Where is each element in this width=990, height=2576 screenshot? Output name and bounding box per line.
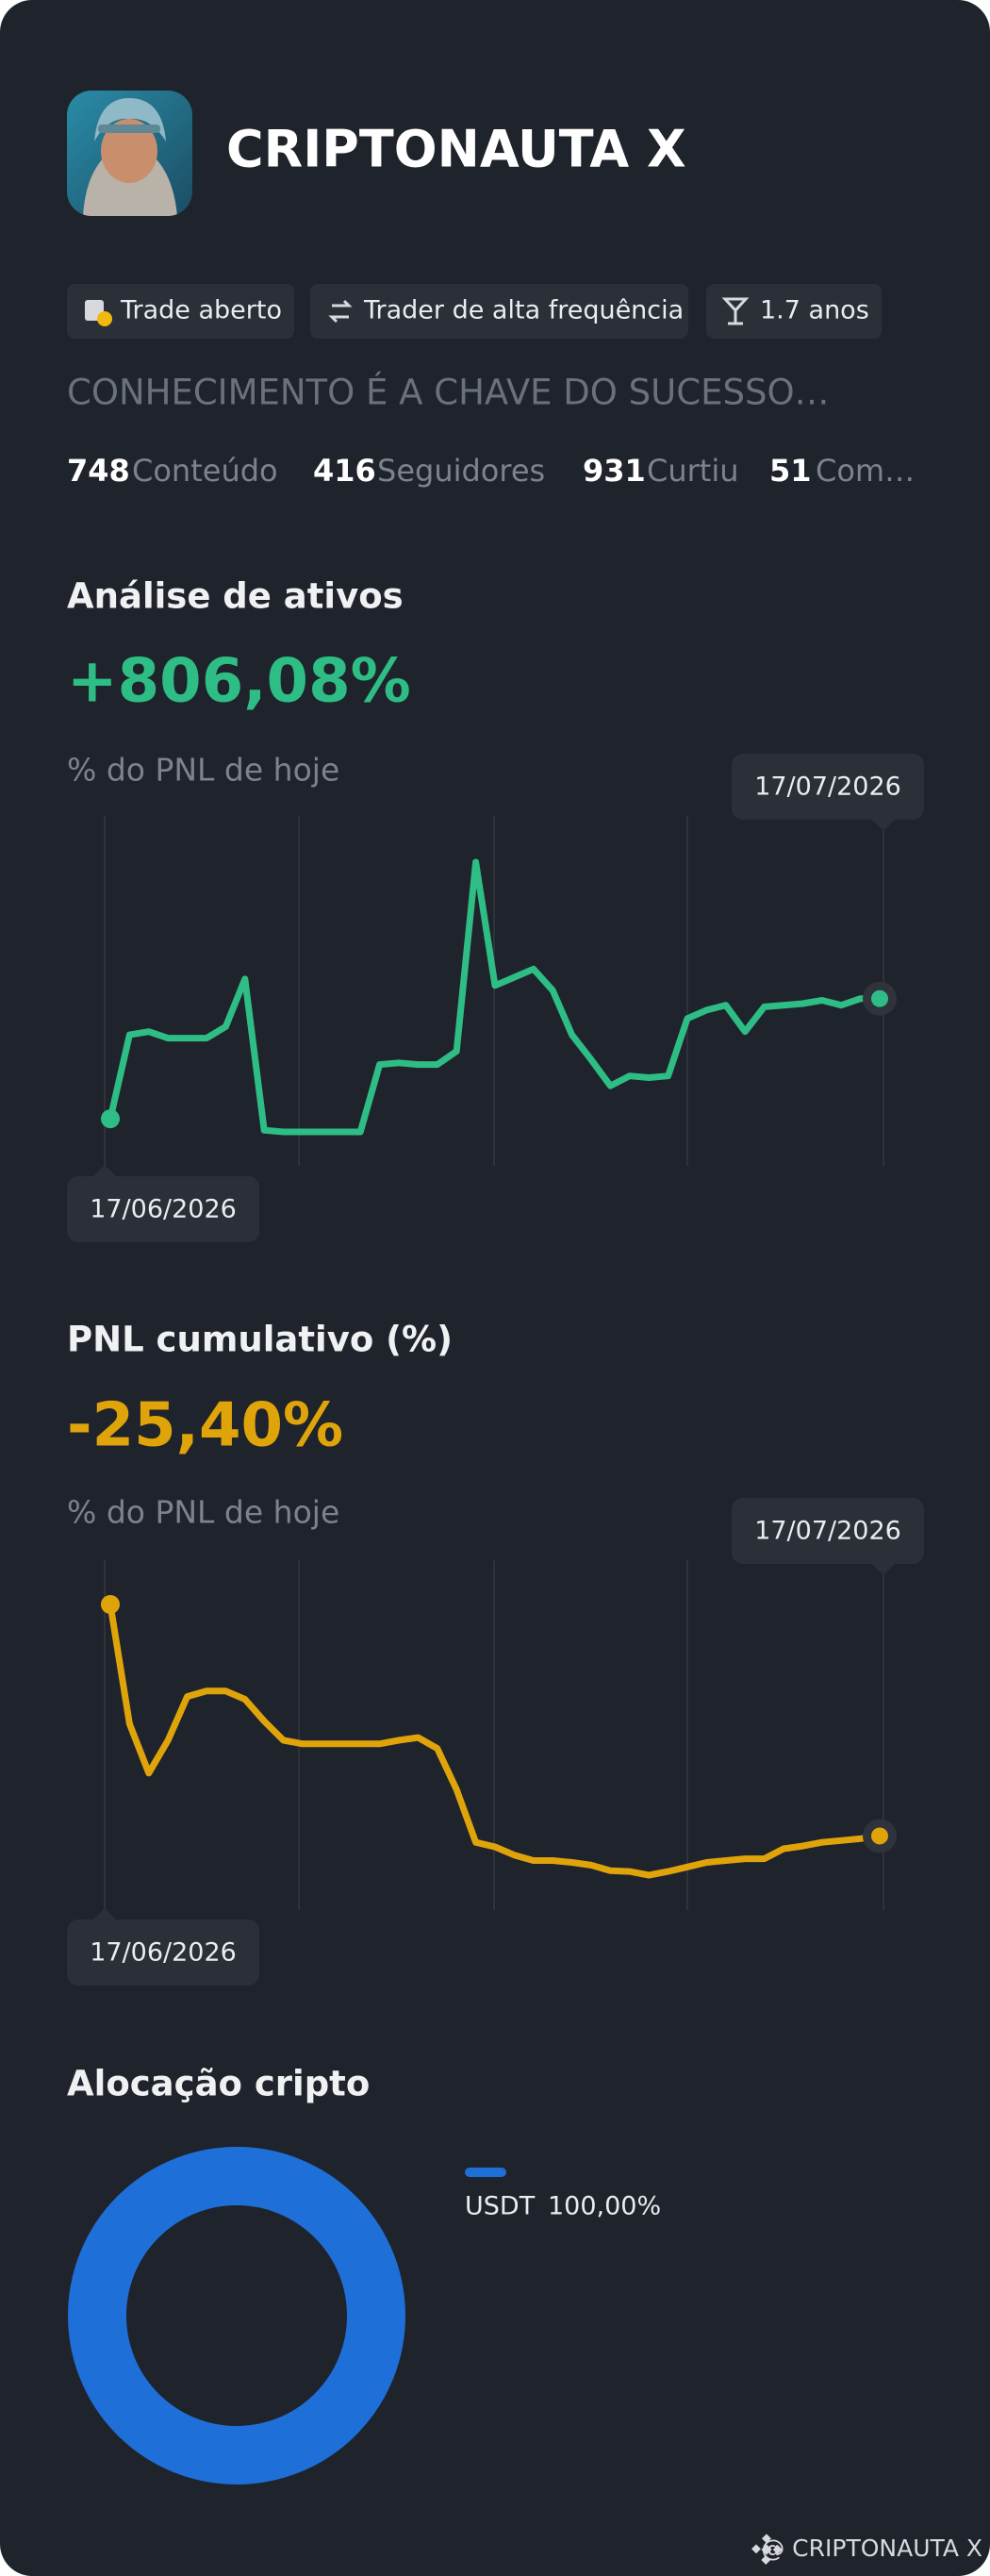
headline-value: +806,08% — [67, 647, 411, 717]
footer: @ CRIPTONAUTA X — [751, 2534, 982, 2565]
section-title: Alocação cripto — [67, 2064, 370, 2104]
footer-text: @ CRIPTONAUTA X — [761, 2534, 982, 2562]
start-point — [101, 1595, 120, 1614]
subtitle: % do PNL de hoje — [67, 1494, 339, 1531]
legend-swatch — [465, 2168, 506, 2177]
end-point — [871, 1827, 888, 1845]
stat-value: 51 — [769, 453, 812, 489]
date-label: 17/06/2026 — [90, 1195, 237, 1224]
avatar — [67, 91, 192, 216]
headline-value: -25,40% — [67, 1391, 343, 1461]
stat-value: 931 — [583, 453, 646, 489]
end-point — [871, 989, 888, 1007]
bubble-pointer — [872, 1564, 895, 1575]
stat-value: 748 — [67, 453, 130, 489]
stat-label: Seguidores — [377, 453, 545, 489]
tag-label: Trade aberto — [120, 296, 282, 325]
stat-label: Curtiu — [647, 453, 739, 489]
profile-name: CRIPTONAUTA X — [226, 120, 686, 179]
bubble-pointer — [93, 1165, 116, 1176]
tag: Trade aberto — [67, 284, 294, 339]
line — [107, 1601, 883, 1879]
date-label: 17/07/2026 — [754, 1517, 901, 1546]
section-title: Análise de ativos — [67, 576, 404, 617]
bubble-pointer — [93, 1908, 116, 1920]
tag-label: 1.7 anos — [760, 296, 869, 325]
tag-label: Trader de alta frequência — [363, 296, 684, 325]
stat-value: 416 — [313, 453, 376, 489]
bubble-pointer — [872, 820, 895, 831]
motto: CONHECIMENTO É A CHAVE DO SUCESSO… — [67, 372, 830, 413]
date-bubble — [67, 1176, 259, 1242]
subtitle: % do PNL de hoje — [67, 752, 339, 789]
date-bubble — [732, 1498, 924, 1564]
legend-label: USDT — [465, 2192, 536, 2221]
date-bubble — [732, 754, 924, 820]
legend-value: 100,00% — [548, 2192, 661, 2221]
stat-label: Conteúdo — [132, 453, 278, 489]
date-bubble — [67, 1920, 259, 1986]
date-label: 17/07/2026 — [754, 773, 901, 802]
donut-segment — [68, 2147, 405, 2485]
stat-label: Com… — [816, 453, 915, 489]
tag: Trader de alta frequência — [310, 284, 688, 339]
tag: 1.7 anos — [706, 284, 882, 339]
date-label: 17/06/2026 — [90, 1938, 237, 1968]
section-title: PNL cumulativo (%) — [67, 1320, 453, 1360]
start-point — [101, 1109, 120, 1129]
line — [107, 858, 883, 1136]
